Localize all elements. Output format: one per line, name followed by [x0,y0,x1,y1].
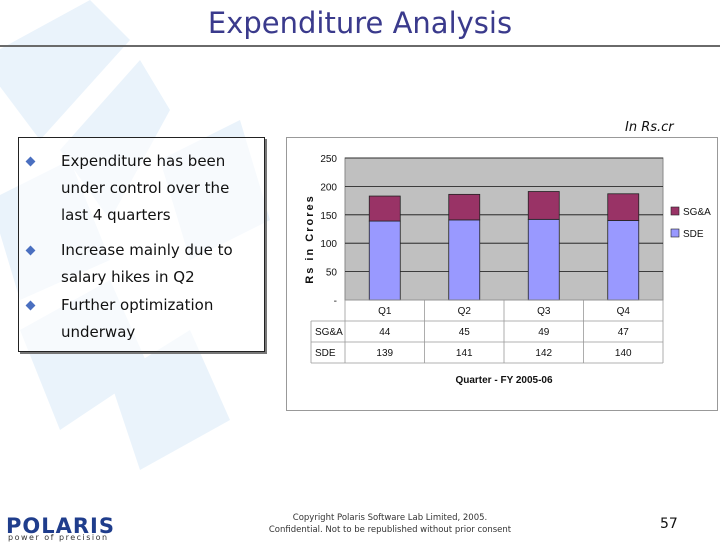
bullet-text: Expenditure has been under control over … [61,152,230,224]
logo-text: POLARIS [6,514,115,538]
legend-swatch [670,206,680,216]
y-tick-label: 200 [320,182,337,193]
page-number: 57 [660,516,678,532]
x-tick-label: Q1 [378,306,392,317]
copyright-notice: Copyright Polaris Software Lab Limited, … [260,512,520,536]
bullet-text: Increase mainly due to salary hikes in Q… [61,241,233,286]
x-axis-label: Quarter - FY 2005-06 [455,375,553,386]
x-tick-label: Q4 [617,306,631,317]
slide-title: Expenditure Analysis [207,6,513,40]
bar-sde-q1 [368,220,401,301]
bar-sga-q1 [368,195,401,222]
data-label: 139 [376,348,393,359]
bullet-text: Further optimization underway [61,296,214,341]
legend-swatch [670,228,680,238]
data-label: 141 [456,348,473,359]
x-tick-label: Q3 [537,306,551,317]
table-row-label: SDE [315,348,336,359]
x-tick-label: Q2 [458,306,472,317]
bullet-marker-icon [25,300,36,311]
chart-frame: 250 200 150 100 50 - Rs in Crores SG&A SDE Q1 Q2 Q3… [286,137,718,411]
bullet-marker-icon [25,245,36,256]
bar-sde-q4 [607,220,640,301]
y-tick-label: - [334,296,337,307]
data-label: 45 [459,327,471,338]
data-label: 140 [615,348,632,359]
polaris-logo: POLARIS power of precision [6,514,126,542]
y-tick-label: 50 [326,268,338,279]
data-label: 49 [538,327,550,338]
bar-sde-q2 [448,219,481,301]
y-tick-label: 150 [320,211,337,222]
bar-sga-q2 [448,193,481,221]
title-divider [0,45,720,47]
data-label: 44 [379,327,391,338]
bar-sde-q3 [527,218,560,301]
bullet-box: Expenditure has been under control over … [18,137,265,352]
y-tick-label: 100 [320,239,337,250]
data-label: 47 [618,327,630,338]
stacked-bar-chart: 250 200 150 100 50 - Rs in Crores SG&A SDE Q1 Q2 Q3… [304,154,711,386]
data-label: 142 [535,348,552,359]
bar-sga-q4 [607,193,640,221]
bullet-marker-icon [25,156,36,167]
copyright-line: Copyright Polaris Software Lab Limited, … [292,513,488,523]
table-row-label: SG&A [315,327,343,338]
y-axis-label: Rs in Crores [304,194,316,283]
units-note: In Rs.cr [625,120,674,135]
legend-label: SG&A [683,207,711,218]
logo-tagline: power of precision [8,533,109,542]
bar-sga-q3 [527,191,560,220]
y-tick-label: 250 [320,154,337,165]
legend-label: SDE [683,229,704,240]
confidential-line: Confidential. Not to be republished with… [268,525,512,535]
